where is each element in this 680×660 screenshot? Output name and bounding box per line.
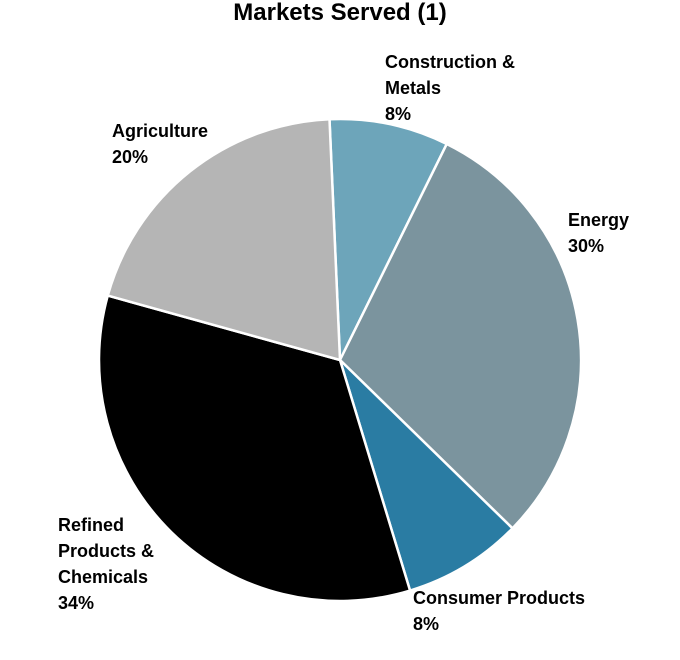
slice-name-text: Energy: [568, 210, 630, 230]
pie-slice-energy: [338, 142, 583, 530]
pie-slice-construction-metals: [328, 117, 449, 362]
slice-value-text: 8%: [413, 614, 440, 634]
slice-value-text: 34%: [58, 593, 95, 613]
slice-label-energy: Energy 30%: [568, 207, 629, 259]
slice-label-construction-metals: Construction & Metals 8%: [385, 49, 515, 127]
chart-title: Markets Served (1): [233, 0, 447, 26]
slice-label-consumer-products: Consumer Products 8%: [413, 585, 585, 637]
slice-value-text: 20%: [112, 147, 149, 167]
slice-name-text: Products &: [58, 541, 155, 561]
slice-value-text: 30%: [568, 236, 605, 256]
slice-name-text: Consumer Products: [413, 588, 586, 608]
slice-name-text: Refined: [58, 515, 125, 535]
slice-name-text: Chemicals: [58, 567, 149, 587]
pie-slice-consumer-products: [338, 358, 514, 592]
slice-label-refined-products-chemicals: Refined Products & Chemicals 34%: [58, 512, 154, 616]
slice-label-agriculture: Agriculture 20%: [112, 118, 208, 170]
pie-slice-refined-products-chemicals: [97, 294, 412, 603]
slice-name-text: Agriculture: [112, 121, 209, 141]
slice-name-text: Construction &: [385, 52, 515, 72]
slice-value-text: 8%: [385, 104, 412, 124]
slice-name-text: Metals: [385, 78, 442, 98]
pie-slice-agriculture: [106, 117, 342, 362]
